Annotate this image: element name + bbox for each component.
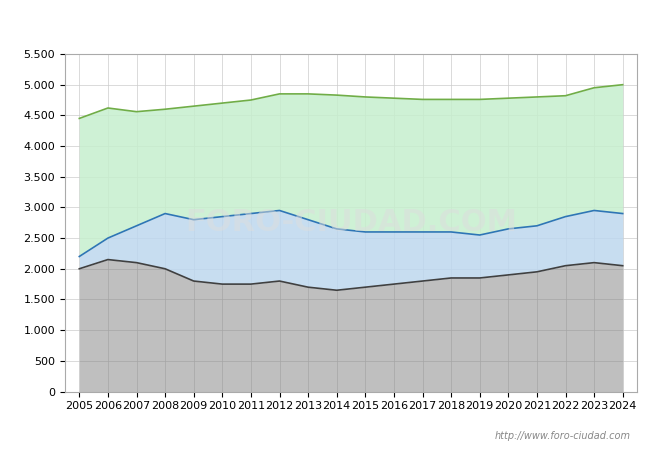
- Text: http://www.foro-ciudad.com: http://www.foro-ciudad.com: [495, 431, 630, 441]
- Text: Dolores - Evolucion de la poblacion en edad de Trabajar Mayo de 2024: Dolores - Evolucion de la poblacion en e…: [24, 17, 626, 32]
- Text: FORO-CIUDAD.COM: FORO-CIUDAD.COM: [185, 208, 517, 237]
